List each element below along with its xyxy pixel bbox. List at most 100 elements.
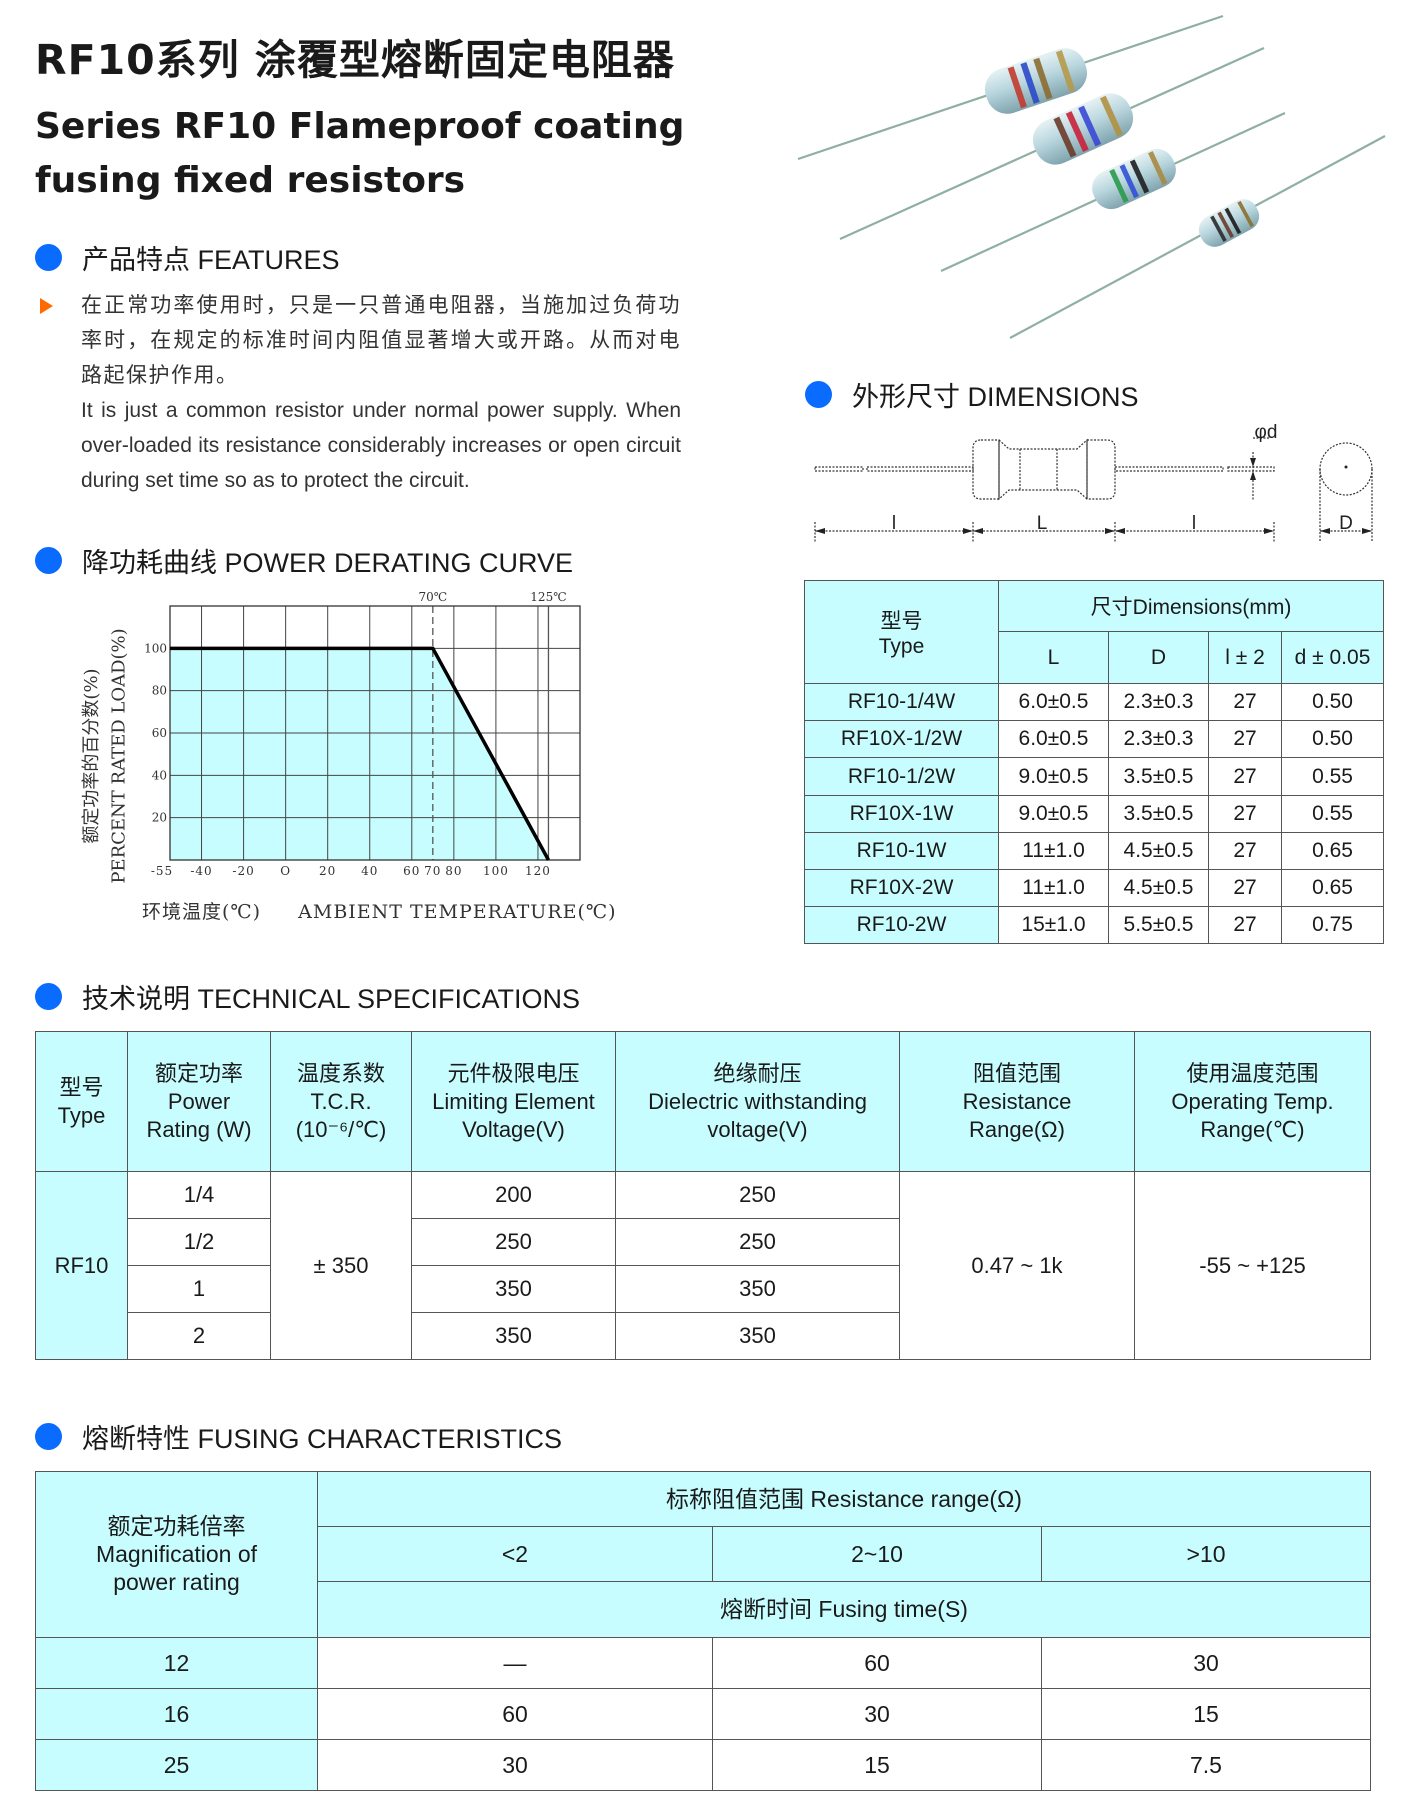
tech-cell-power: 1/2: [127, 1218, 271, 1266]
dim-cell: 6.0±0.5: [998, 683, 1109, 722]
tech-header-cell: 元件极限电压 Limiting Element Voltage(V): [411, 1031, 616, 1172]
tech-header-line: 绝缘耐压: [713, 1060, 802, 1086]
dim-cell: 6.0±0.5: [998, 720, 1109, 759]
x-tick-label: 100: [483, 864, 509, 878]
fusing-heading: 熔断特性 FUSING CHARACTERISTICS: [35, 1417, 562, 1456]
dim-header-type-cn: 型号: [880, 610, 923, 634]
dim-header-group: 尺寸Dimensions(mm): [998, 579, 1384, 633]
dimensions-heading: 外形尺寸 DIMENSIONS: [805, 375, 1139, 414]
bullet-dot-icon: [35, 547, 62, 574]
fusing-heading-text: 熔断特性 FUSING CHARACTERISTICS: [82, 1424, 563, 1454]
dim-table-row: RF10X-1W 9.0±0.5 3.5±0.5 27 0.55: [804, 794, 1384, 833]
color-band: [1217, 211, 1234, 239]
dimensions-heading-text: 外形尺寸 DIMENSIONS: [852, 382, 1139, 412]
color-band: [1033, 57, 1053, 100]
color-band: [1020, 62, 1040, 104]
bullet-dot-icon: [805, 381, 832, 408]
fuse-header-time: 熔断时间 Fusing time(S): [317, 1581, 1371, 1638]
fuse-cell-time: 30: [712, 1687, 1042, 1740]
fuse-range-lt2: <2: [317, 1526, 713, 1583]
plot-frame: [169, 605, 581, 861]
fuse-mag-cn: 额定功耗倍率: [107, 1513, 246, 1540]
features-heading: 产品特点 FEATURES: [35, 238, 340, 277]
tech-header-cell: 阻值范围 Resistance Range(Ω): [899, 1031, 1135, 1172]
x-tick-label: 60: [403, 864, 420, 878]
dim-col-d: d ± 0.05: [1281, 631, 1384, 685]
dim-table-row: RF10X-1/2W 6.0±0.5 2.3±0.3 27 0.50: [804, 720, 1384, 759]
dim-header-type: 型号 Type: [804, 579, 999, 685]
tech-cell-limiting-voltage: 350: [411, 1265, 616, 1313]
fuse-table-row: 25 30 15 7.5: [35, 1738, 1371, 1792]
x-axis-title-cn: 环境温度(℃): [142, 901, 262, 923]
fuse-cell-magnification: 12: [35, 1636, 318, 1689]
dim-cell: 2.3±0.3: [1108, 720, 1209, 759]
tech-cell-limiting-voltage: 350: [411, 1312, 616, 1360]
resistor-image: [940, 112, 1286, 272]
dim-cell-type: RF10X-2W: [804, 868, 999, 907]
dim-table-row: RF10-2W 15±1.0 5.5±0.5 27 0.75: [804, 905, 1384, 945]
dim-cell: 0.75: [1281, 905, 1384, 945]
fuse-cell-time: 7.5: [1041, 1738, 1371, 1792]
x-tick-label: 40: [361, 864, 378, 878]
features-text-en: It is just a common resistor under norma…: [81, 399, 681, 492]
fuse-table-row: 16 60 30 15: [35, 1687, 1371, 1740]
tech-cell-limiting-voltage: 200: [411, 1171, 616, 1219]
dim-cell: 27: [1208, 720, 1282, 759]
dim-header-type-en: Type: [878, 635, 925, 659]
tech-header-cell: 型号 Type: [35, 1031, 128, 1172]
tech-cell-resistance-range: 0.47 ~ 1k: [899, 1171, 1135, 1360]
dim-cell-type: RF10X-1/2W: [804, 720, 999, 759]
y-axis-title-en: PERCENT RATED LOAD(%): [108, 628, 130, 884]
x-tick-label: 20: [319, 864, 336, 878]
dim-cell: 27: [1208, 831, 1282, 870]
fuse-cell-magnification: 25: [35, 1738, 318, 1792]
tech-table-row: RF10 1/4 ± 350 200 250 0.47 ~ 1k -55 ~ +125: [35, 1171, 1371, 1360]
color-band: [1148, 151, 1168, 186]
fuse-mag-en2: power rating: [113, 1569, 240, 1596]
dimension-drawing: l L l φd D: [814, 422, 1373, 542]
fuse-range-2-10: 2~10: [712, 1526, 1042, 1583]
x-tick-label: 120: [525, 864, 551, 878]
tech-header-cell: 使用温度范围 Operating Temp. Range(℃): [1134, 1031, 1371, 1172]
dimensions-table: 型号 Type 尺寸Dimensions(mm) L D l ± 2 d ± 0.…: [804, 579, 1384, 945]
dim-cell: 4.5±0.5: [1108, 831, 1209, 870]
fuse-table-row: 12—60 30: [35, 1636, 1371, 1689]
dim-cell: 0.55: [1281, 794, 1384, 833]
dim-cell-type: RF10-1/2W: [804, 757, 999, 796]
tech-header-line: Type: [57, 1102, 106, 1128]
derating-heading: 降功耗曲线 POWER DERATING CURVE: [35, 541, 573, 580]
color-band: [1007, 66, 1027, 109]
dim-cell: 27: [1208, 868, 1282, 907]
dim-label-L: L: [1037, 513, 1048, 534]
tech-header-line: Resistance: [962, 1088, 1072, 1114]
y-axis-title-cn: 额定功率的百分数(%): [81, 668, 102, 844]
bullet-dot-icon: [35, 983, 62, 1010]
dim-cell: 3.5±0.5: [1108, 794, 1209, 833]
tech-header-line: Limiting Element: [432, 1088, 595, 1114]
color-band: [1119, 164, 1139, 199]
dim-cell: 0.50: [1281, 720, 1384, 759]
bullet-dot-icon: [35, 1423, 62, 1450]
color-band: [1099, 95, 1123, 137]
dim-label-l-left: l: [892, 513, 896, 534]
x-tick-label: 80: [445, 864, 462, 878]
dim-cell: 27: [1208, 905, 1282, 945]
dim-cell: 3.5±0.5: [1108, 757, 1209, 796]
tech-header-line: 额定功率: [154, 1060, 243, 1086]
color-band: [1078, 105, 1102, 147]
features-text: 在正常功率使用时，只是一只普通电阻器，当施加过负荷功率时，在规定的标准时间内阻值…: [81, 288, 681, 498]
resistor-image: [1009, 135, 1386, 339]
resistor-body: [1092, 148, 1176, 210]
fuse-header-range: 标称阻值范围 Resistance range(Ω): [317, 1470, 1371, 1528]
dim-label-phi-d: φd: [1255, 422, 1278, 443]
technical-heading: 技术说明 TECHNICAL SPECIFICATIONS: [35, 977, 580, 1016]
triangle-bullet-icon: [40, 298, 53, 314]
tech-cell-dielectric: 250: [615, 1218, 900, 1266]
dim-cell: 5.5±0.5: [1108, 905, 1209, 945]
dim-cell: 0.65: [1281, 831, 1384, 870]
page-title: RF10系列 涂覆型熔断固定电阻器: [35, 36, 675, 84]
dim-cell: 27: [1208, 757, 1282, 796]
resistor-body: [1198, 199, 1260, 247]
tech-header-cell: 温度系数 T.C.R. (10⁻⁶/℃): [270, 1031, 412, 1172]
dim-cell: 2.3±0.3: [1108, 683, 1209, 722]
